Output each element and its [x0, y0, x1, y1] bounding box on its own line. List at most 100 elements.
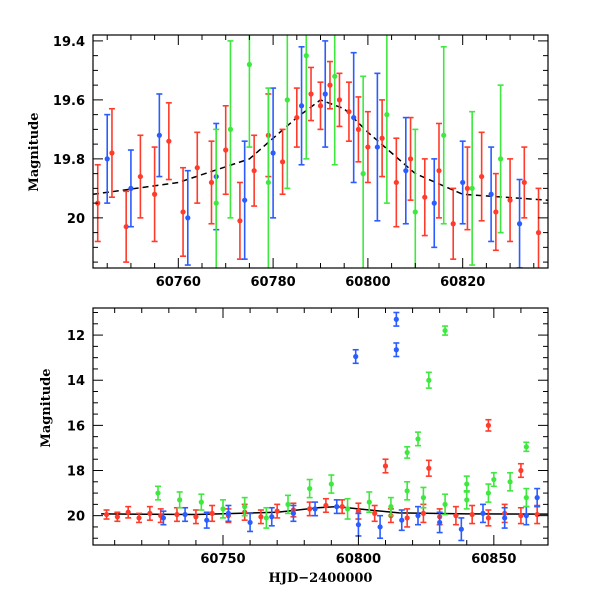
data-point [393, 347, 399, 353]
data-point [523, 513, 529, 519]
data-point [323, 502, 329, 509]
plot-area [101, 311, 548, 542]
data-point [274, 508, 280, 514]
data-point [436, 168, 442, 174]
x-tick-label: 60820 [440, 275, 485, 290]
data-point [177, 497, 183, 503]
data-point [317, 103, 324, 109]
data-point [307, 485, 313, 492]
x-tick-label: 60760 [156, 275, 201, 290]
data-point [498, 156, 504, 162]
data-point [242, 504, 248, 510]
data-point [464, 185, 471, 191]
series-0 [94, 60, 542, 268]
data-point [521, 179, 527, 186]
data-point [322, 91, 328, 97]
data-point [204, 517, 210, 523]
data-point [479, 173, 485, 180]
x-tick-label: 60800 [345, 275, 390, 290]
data-point [307, 506, 313, 512]
data-point [351, 114, 357, 121]
data-point [469, 511, 475, 518]
data-point [437, 519, 443, 526]
data-point [442, 501, 448, 507]
data-point [155, 490, 161, 496]
data-point [488, 191, 494, 197]
y-axis-label: Magnitude [39, 368, 54, 447]
data-point [518, 513, 524, 519]
data-point [147, 510, 153, 516]
data-point [485, 515, 492, 521]
data-point [399, 517, 405, 523]
data-point [393, 179, 399, 186]
data-point [534, 511, 540, 518]
data-point [123, 224, 129, 230]
data-point [227, 126, 234, 132]
data-point [152, 191, 158, 197]
y-tick-label: 20 [67, 510, 85, 525]
data-point [379, 135, 385, 141]
data-point [372, 510, 378, 516]
y-tick-label: 16 [67, 419, 85, 434]
data-point [523, 495, 529, 501]
data-point [404, 515, 410, 521]
series-1 [104, 40, 523, 268]
data-point [247, 519, 253, 526]
x-tick-label: 60750 [200, 552, 245, 567]
data-point [223, 147, 229, 153]
data-point [403, 168, 409, 174]
data-point [298, 103, 305, 109]
data-point [198, 499, 204, 505]
y-tick-label: 19.6 [53, 94, 85, 109]
data-point [166, 138, 172, 144]
data-point [246, 61, 253, 68]
data-point [137, 173, 143, 180]
axes-frame [92, 34, 549, 269]
data-point [360, 171, 366, 177]
y-tick-label: 12 [67, 329, 85, 344]
data-point [431, 200, 437, 206]
data-point [491, 476, 497, 483]
data-point [415, 436, 421, 442]
data-point [109, 150, 115, 156]
data-point [382, 463, 389, 469]
data-point [377, 524, 383, 530]
data-point [242, 197, 248, 203]
data-point [284, 97, 290, 103]
data-point [312, 506, 318, 512]
data-point [208, 179, 215, 186]
x-tick-label: 60850 [471, 552, 516, 567]
data-point [464, 481, 470, 487]
series-2 [155, 325, 530, 529]
axes-frame [92, 307, 549, 546]
data-point [125, 509, 131, 515]
data-point [485, 490, 492, 496]
data-point [426, 465, 432, 471]
data-point [303, 53, 309, 59]
data-point [407, 156, 414, 162]
top-panel: 60760 60780 60800 60820 19.4 19.6 19.8 20 Magnit… [27, 34, 549, 290]
data-point [355, 126, 362, 132]
data-point [469, 185, 475, 191]
data-point [393, 316, 399, 322]
data-point [502, 515, 508, 521]
y-tick-label: 14 [67, 374, 85, 389]
data-point [156, 132, 162, 138]
series-0 [103, 418, 541, 528]
data-point [388, 504, 394, 510]
bottom-panel: 60750 60800 60850 12 14 16 18 20 Magnitude HJD−24… [39, 307, 549, 586]
data-point [507, 479, 513, 485]
data-point [209, 510, 215, 516]
data-point [334, 504, 340, 510]
data-point [344, 506, 351, 512]
data-point [279, 159, 286, 165]
y-tick-label: 19.8 [53, 153, 85, 168]
data-point [285, 501, 291, 507]
data-point [336, 97, 343, 103]
data-point [485, 422, 492, 428]
data-point [480, 510, 486, 516]
data-point [251, 168, 257, 174]
data-point [220, 506, 226, 512]
data-point [290, 510, 297, 516]
